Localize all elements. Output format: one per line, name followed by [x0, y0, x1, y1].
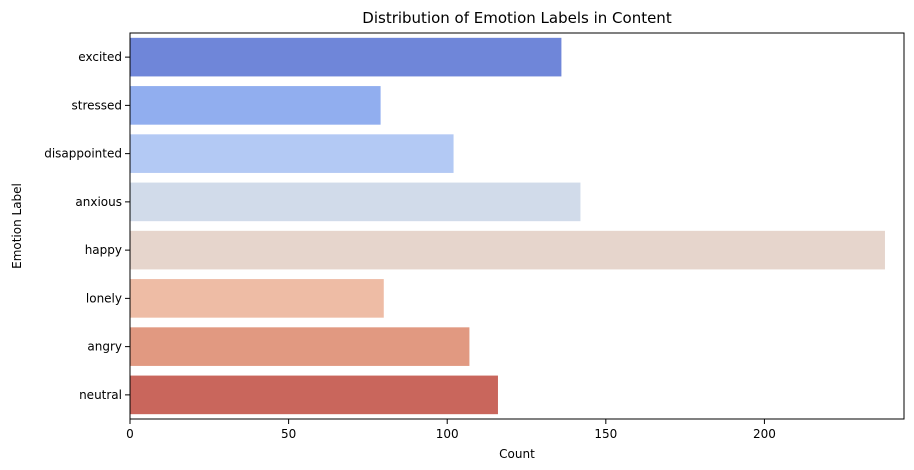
x-tick-label: 150 [594, 427, 617, 441]
y-tick-label: happy [85, 243, 122, 257]
bar-anxious [130, 182, 581, 222]
x-axis-label: Count [499, 447, 535, 461]
y-tick-label: lonely [86, 291, 122, 305]
y-tick-label: disappointed [44, 147, 122, 161]
x-tick-label: 200 [753, 427, 776, 441]
bar-neutral [130, 375, 498, 415]
bar-disappointed [130, 134, 454, 173]
bar-angry [130, 327, 470, 366]
x-axis-ticks: 0 50 100 150 200 [126, 419, 776, 441]
bars-group [130, 37, 885, 415]
y-tick-label: neutral [79, 388, 122, 402]
x-tick-label: 50 [281, 427, 296, 441]
bar-stressed [130, 86, 381, 125]
x-tick-label: 100 [436, 427, 459, 441]
plot-frame [129, 32, 905, 420]
x-tick-label: 0 [126, 427, 134, 441]
y-tick-label: anxious [75, 195, 122, 209]
bar-excited [130, 37, 562, 77]
y-tick-label: stressed [71, 98, 122, 112]
y-axis-ticks: excited stressed disappointed anxious happy l… [44, 50, 130, 402]
bar-happy [130, 230, 885, 270]
bar-lonely [130, 279, 384, 318]
y-tick-label: angry [87, 340, 122, 354]
y-tick-label: excited [78, 50, 122, 64]
chart-title: Distribution of Emotion Labels in Conten… [362, 9, 672, 27]
y-axis-label: Emotion Label [10, 183, 24, 269]
